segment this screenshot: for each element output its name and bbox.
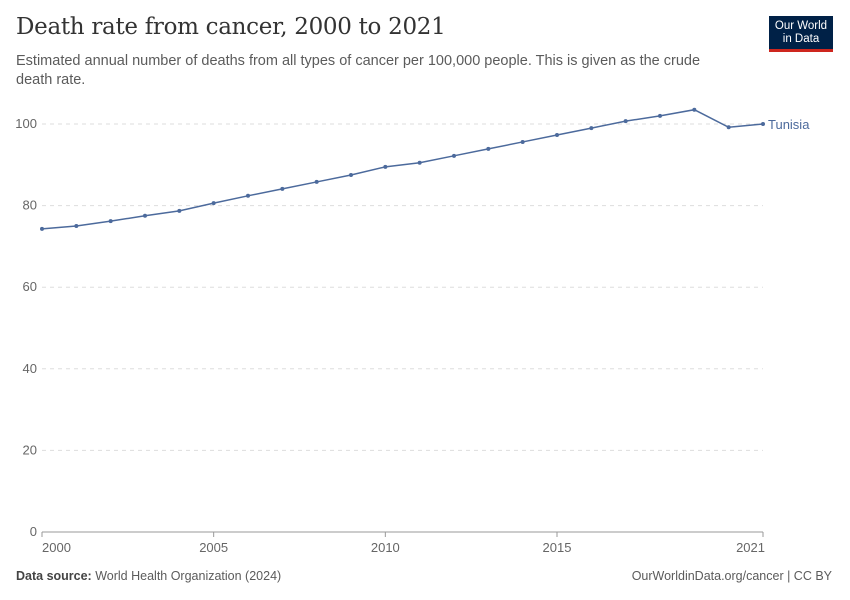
series-line-tunisia [41,108,764,230]
data-point [383,164,388,169]
data-point [211,201,216,206]
logo-line-2: in Data [782,33,820,45]
y-tick-label: 80 [23,198,37,213]
data-point [280,186,285,191]
x-tick-label: 2010 [371,540,400,555]
y-tick-label: 20 [23,442,37,457]
data-point [692,107,697,112]
data-point [658,113,662,118]
chart-title: Death rate from cancer, 2000 to 2021 [16,14,446,40]
y-tick-label: 60 [23,279,37,294]
data-point [40,226,44,231]
data-point [589,126,594,131]
data-point [761,122,765,126]
y-tick-label: 40 [23,361,37,376]
data-point [177,208,182,213]
data-point [74,224,79,228]
data-point [143,213,147,218]
credit-link[interactable]: OurWorldinData.org/cancer | CC BY [631,569,832,583]
data-point [452,153,456,158]
x-tick-label: 2021 [736,540,765,555]
data-source: Data source: World Health Organization (… [16,569,281,583]
data-point [623,119,628,124]
source-value: World Health Organization (2024) [95,569,282,583]
data-point [555,133,559,138]
data-point [246,193,250,198]
data-point [349,173,353,177]
source-label: Data source: [16,569,92,583]
y-tick-label: 0 [30,524,37,539]
chart-subtitle: Estimated annual number of deaths from a… [16,53,701,88]
data-point [486,146,491,151]
data-point [417,160,422,165]
data-point [108,219,113,224]
data-point [726,125,731,130]
series-label: Tunisia [768,117,810,132]
y-tick-label: 100 [15,116,37,131]
x-tick-label: 2000 [42,540,71,555]
logo-line-1: Our World [774,20,828,32]
x-tick-label: 2015 [543,540,572,555]
data-point [314,179,319,184]
owid-logo[interactable]: Our World in Data [769,16,833,52]
data-point [520,139,525,144]
x-tick-label: 2005 [199,540,228,555]
